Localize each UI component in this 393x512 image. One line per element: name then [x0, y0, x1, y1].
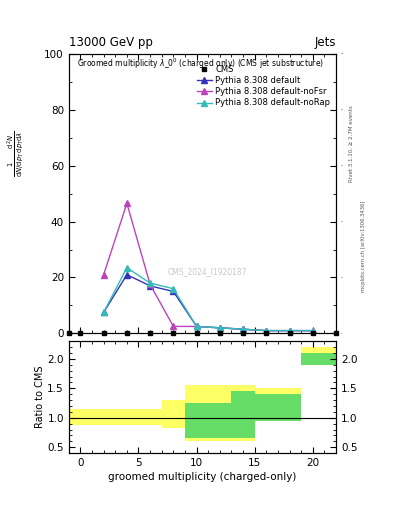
Pythia 8.308 default-noRap — [310, 328, 315, 334]
Line: Pythia 8.308 default-noFsr: Pythia 8.308 default-noFsr — [101, 200, 316, 334]
Pythia 8.308 default-noFsr — [148, 282, 152, 288]
CMS — [101, 330, 106, 336]
Pythia 8.308 default-noRap — [217, 325, 222, 331]
Pythia 8.308 default-noRap — [125, 265, 129, 271]
CMS — [310, 330, 315, 336]
Text: mcplots.cern.ch [arXiv:1306.3436]: mcplots.cern.ch [arXiv:1306.3436] — [361, 200, 366, 291]
CMS — [78, 330, 83, 336]
Pythia 8.308 default — [171, 288, 176, 294]
Text: Rivet 3.1.10, ≥ 2.7M events: Rivet 3.1.10, ≥ 2.7M events — [349, 105, 354, 182]
Pythia 8.308 default-noRap — [148, 280, 152, 286]
Pythia 8.308 default-noFsr — [264, 328, 269, 334]
Legend: CMS, Pythia 8.308 default, Pythia 8.308 default-noFsr, Pythia 8.308 default-noRa: CMS, Pythia 8.308 default, Pythia 8.308 … — [195, 63, 332, 109]
Pythia 8.308 default — [241, 326, 245, 332]
Pythia 8.308 default-noRap — [171, 286, 176, 292]
CMS — [334, 330, 338, 336]
Line: Pythia 8.308 default: Pythia 8.308 default — [101, 271, 316, 334]
Pythia 8.308 default — [287, 328, 292, 334]
Pythia 8.308 default-noFsr — [171, 324, 176, 330]
CMS — [171, 330, 176, 336]
CMS — [241, 330, 245, 336]
Pythia 8.308 default-noRap — [194, 324, 199, 330]
Pythia 8.308 default — [264, 328, 269, 334]
Pythia 8.308 default — [148, 283, 152, 289]
Pythia 8.308 default-noFsr — [310, 328, 315, 334]
Pythia 8.308 default-noRap — [241, 326, 245, 332]
Pythia 8.308 default-noFsr — [101, 272, 106, 278]
Pythia 8.308 default-noFsr — [241, 326, 245, 332]
Line: Pythia 8.308 default-noRap: Pythia 8.308 default-noRap — [101, 265, 316, 334]
Line: CMS: CMS — [66, 331, 338, 336]
Pythia 8.308 default-noFsr — [194, 324, 199, 330]
CMS — [125, 330, 129, 336]
Pythia 8.308 default-noRap — [264, 328, 269, 334]
CMS — [287, 330, 292, 336]
Pythia 8.308 default — [101, 309, 106, 315]
Pythia 8.308 default — [310, 328, 315, 334]
Y-axis label: Ratio to CMS: Ratio to CMS — [35, 366, 44, 429]
Pythia 8.308 default-noFsr — [125, 200, 129, 206]
Pythia 8.308 default-noRap — [287, 328, 292, 334]
Pythia 8.308 default — [217, 325, 222, 331]
CMS — [148, 330, 152, 336]
Pythia 8.308 default — [194, 324, 199, 330]
Text: $\frac{1}{\mathrm{d}N/\mathrm{d}p_T}\frac{\mathrm{d}^2N}{\mathrm{d}p_T\mathrm{d}: $\frac{1}{\mathrm{d}N/\mathrm{d}p_T}\fra… — [6, 130, 26, 177]
Text: Jets: Jets — [314, 36, 336, 49]
Pythia 8.308 default-noFsr — [287, 328, 292, 334]
CMS — [66, 330, 71, 336]
Text: 13000 GeV pp: 13000 GeV pp — [69, 36, 152, 49]
Text: Groomed multiplicity $\lambda\_0^0$ (charged only) (CMS jet substructure): Groomed multiplicity $\lambda\_0^0$ (cha… — [77, 56, 324, 71]
CMS — [217, 330, 222, 336]
X-axis label: groomed multiplicity (charged-only): groomed multiplicity (charged-only) — [108, 472, 297, 482]
CMS — [194, 330, 199, 336]
Text: CMS_2024_I1920187: CMS_2024_I1920187 — [168, 267, 248, 276]
Pythia 8.308 default — [125, 272, 129, 278]
Pythia 8.308 default-noRap — [101, 309, 106, 315]
CMS — [264, 330, 269, 336]
Pythia 8.308 default-noFsr — [217, 325, 222, 331]
